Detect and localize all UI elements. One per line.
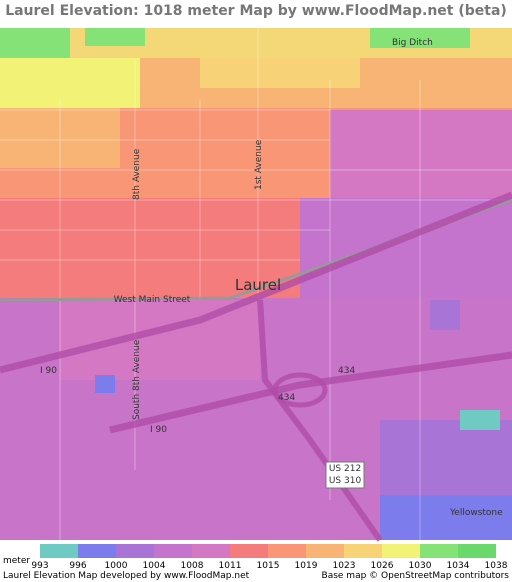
street-label: West Main Street [114,295,191,305]
legend-unit: meter [3,556,30,566]
legend-tick-label: 993 [31,561,48,571]
road-label: 434 [278,393,295,403]
water-label: Yellowstone [449,508,503,518]
street-label: South 8th Avenue [132,339,142,420]
legend-swatch [230,544,268,558]
road-label: 434 [338,366,355,376]
legend-swatch [40,544,78,558]
road-label: US 310 [329,476,362,486]
street-label: 1st Avenue [254,139,264,190]
legend-swatch [154,544,192,558]
legend-tick-label: 1004 [143,561,166,571]
legend-tick-label: 996 [69,561,86,571]
legend-tick-label: 1019 [295,561,318,571]
legend-swatch [420,544,458,558]
legend: meter 993 996 1000 1004 1008 1011 1015 1019 1023… [3,544,508,571]
road-label: I 90 [150,425,167,435]
footer-left: Laurel Elevation Map developed by www.Fl… [3,571,250,581]
road-label: US 212 [329,464,361,474]
legend-tick-label: 1011 [219,561,242,571]
legend-swatch [344,544,382,558]
title: Laurel Elevation: 1018 meter Map by www.… [5,3,507,19]
legend-tick-label: 1008 [181,561,204,571]
legend-tick-label: 1000 [105,561,128,571]
legend-swatch [268,544,306,558]
legend-swatch [306,544,344,558]
legend-tick-label: 1038 [485,561,508,571]
legend-tick-label: 1026 [371,561,394,571]
legend-swatch [78,544,116,558]
street-label: 8th Avenue [132,148,142,200]
legend-swatch [192,544,230,558]
legend-swatch [458,544,496,558]
footer-right: Base map © OpenStreetMap contributors [322,571,510,581]
legend-tick-label: 1034 [447,561,470,571]
legend-swatch [382,544,420,558]
legend-tick-label: 1023 [333,561,356,571]
road-label: I 90 [40,366,57,376]
route-shield [325,461,365,489]
legend-swatch [116,544,154,558]
town-label: Laurel [235,276,281,294]
legend-tick-label: 1030 [409,561,432,571]
legend-tick-label: 1015 [257,561,280,571]
water-label: Big Ditch [392,38,433,48]
map: Laurel West Main Street 8th Avenue 1st A… [0,28,512,542]
